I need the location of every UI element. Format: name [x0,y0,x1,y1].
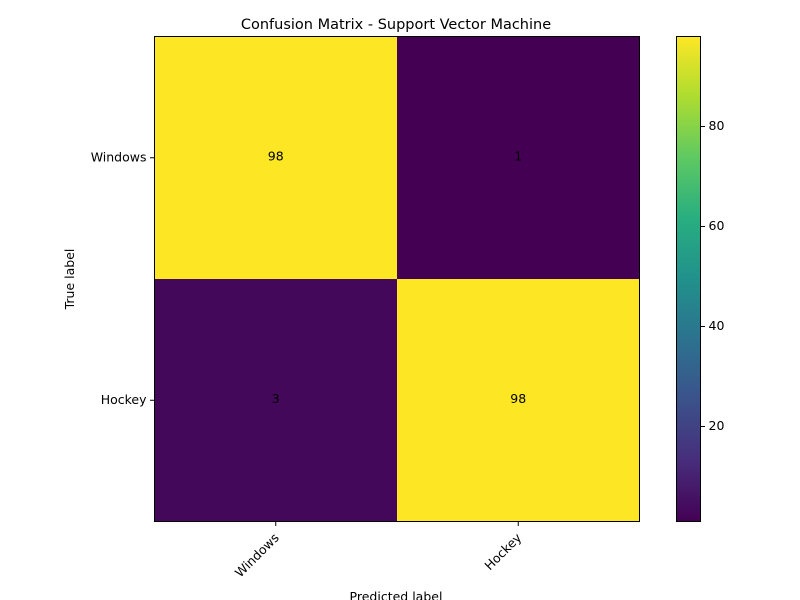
matrix-cells [154,36,640,522]
cell-value-label: 1 [514,148,522,163]
x-axis-label: Predicted label [350,589,443,600]
y-axis-label: True label [62,249,77,311]
matrix-cell [154,36,397,279]
colorbar [676,36,701,522]
colorbar-tick-label: 60 [709,218,725,233]
chart-title: Confusion Matrix - Support Vector Machin… [241,17,551,33]
colorbar-ticks: 20 40 60 80 [700,118,725,433]
x-tick-label: Hockey [481,530,524,573]
cell-value-label: 3 [272,391,280,406]
colorbar-tick-label: 40 [709,318,725,333]
y-tick-label: Windows [91,149,147,164]
cell-value-label: 98 [268,148,284,163]
x-axis-ticks: Windows Hockey [232,521,525,580]
plot-frame [154,36,640,522]
colorbar-tick-label: 20 [709,418,725,433]
x-tick-label: Windows [232,530,282,580]
matrix-cell [397,279,640,522]
cell-value-labels: 98 1 3 98 [268,148,526,406]
y-tick-label: Hockey [101,392,147,407]
matrix-cell [154,279,397,522]
cell-value-label: 98 [510,391,526,406]
matrix-cell [397,36,640,279]
y-axis-ticks: Windows Hockey [91,149,155,407]
colorbar-tick-label: 80 [709,118,725,133]
